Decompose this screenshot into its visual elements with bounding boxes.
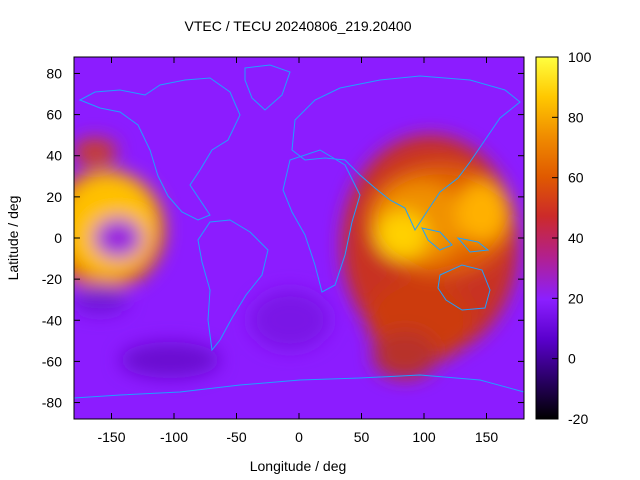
y-tick-label: 20 [46, 189, 62, 205]
colorbar-tick-label: 40 [568, 230, 584, 246]
heatmap-field [74, 57, 524, 419]
x-tick-label: 100 [412, 429, 436, 445]
colorbar-tick-label: 80 [568, 109, 584, 125]
blob-dark-south-west [74, 286, 128, 314]
y-tick-label: -80 [42, 395, 62, 411]
colorbar-tick-label: 60 [568, 170, 584, 186]
y-tick-label: 60 [46, 107, 62, 123]
x-tick-label: -100 [160, 429, 188, 445]
heatmap-blobs [74, 135, 518, 379]
colorbar-tick-label: 0 [568, 351, 576, 367]
blob-east-deep-south [373, 331, 437, 379]
x-tick-label: 50 [354, 429, 370, 445]
blob-dark-atlantic [250, 290, 330, 350]
y-axis-ticks: -80 -60 -40 -20 0 20 40 60 80 [42, 65, 524, 411]
y-tick-label: 40 [46, 148, 62, 164]
coast-antarctica [74, 374, 524, 399]
colorbar-tick-label: -20 [568, 411, 588, 427]
coast-south-america [197, 219, 269, 352]
y-tick-label: -40 [42, 312, 62, 328]
x-tick-label: -50 [226, 429, 246, 445]
x-tick-label: -150 [97, 429, 125, 445]
coastlines [74, 64, 524, 399]
colorbar-ticks: -20 0 20 40 60 80 100 [552, 49, 592, 427]
chart-title: VTEC / TECU 20240806_219.20400 [184, 18, 411, 34]
blob-west-north [74, 138, 117, 166]
coast-australia [437, 264, 491, 311]
blob-india-yellow [376, 211, 428, 259]
coast-eurasia [291, 75, 521, 232]
blob-pacific-yellow [456, 182, 508, 242]
x-axis-ticks: -150 -100 -50 0 50 100 150 [97, 57, 498, 445]
x-axis-label: Longitude / deg [250, 458, 347, 474]
y-tick-label: 0 [54, 230, 62, 246]
coast-indonesia [421, 227, 490, 253]
colorbar-tick-label: 20 [568, 290, 584, 306]
x-tick-label: 0 [295, 429, 303, 445]
coast-north-america [78, 77, 241, 221]
x-tick-label: 150 [475, 429, 499, 445]
y-tick-label: -60 [42, 353, 62, 369]
coast-africa [282, 149, 361, 293]
colorbar-tick-label: 100 [568, 49, 592, 65]
y-axis-label: Latitude / deg [5, 196, 21, 281]
blob-dark-south-pacific [120, 342, 220, 378]
y-tick-label: -20 [42, 271, 62, 287]
y-tick-label: 80 [46, 65, 62, 81]
coast-greenland [244, 64, 291, 111]
blob-west-ring-center [94, 218, 142, 258]
